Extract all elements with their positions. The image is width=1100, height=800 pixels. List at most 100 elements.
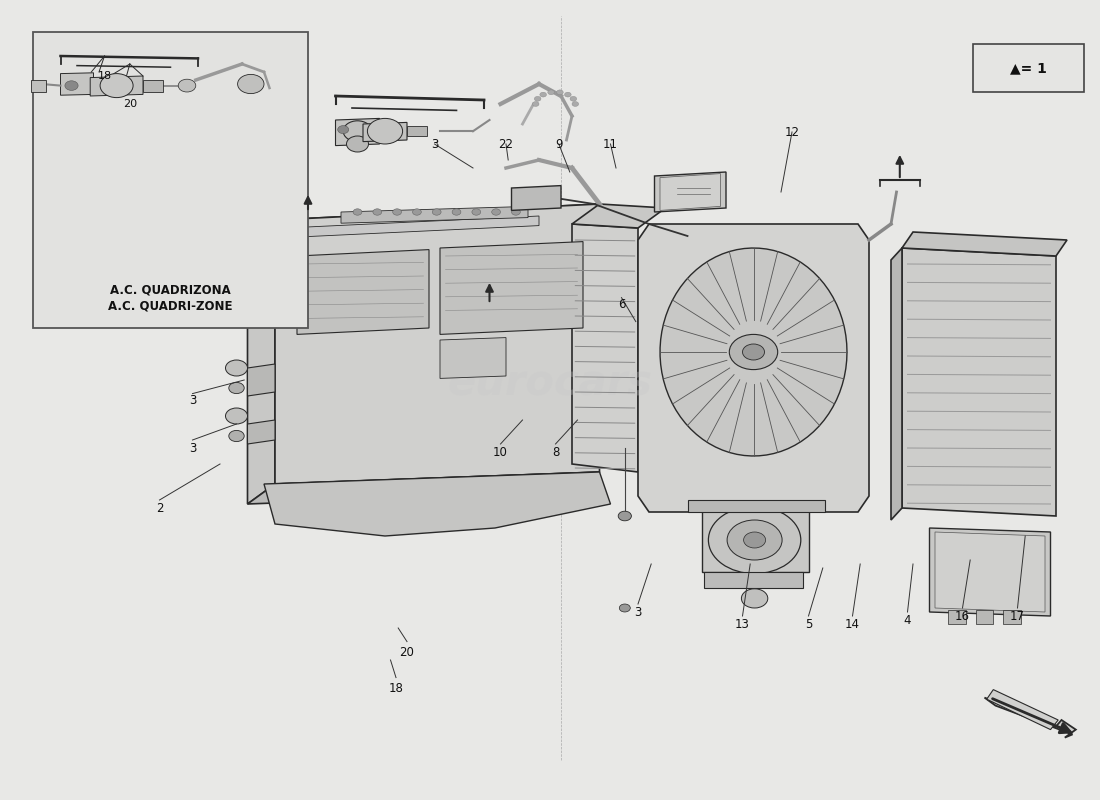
Circle shape	[741, 589, 768, 608]
Circle shape	[229, 430, 244, 442]
Polygon shape	[654, 172, 726, 212]
Text: 6: 6	[618, 298, 625, 310]
Text: 3: 3	[189, 442, 196, 454]
Circle shape	[619, 604, 630, 612]
Polygon shape	[286, 216, 539, 238]
Text: 18: 18	[98, 71, 111, 81]
Circle shape	[338, 126, 349, 134]
Polygon shape	[930, 528, 1050, 616]
Circle shape	[100, 74, 133, 98]
Polygon shape	[638, 224, 869, 512]
Text: 22: 22	[498, 138, 514, 150]
Text: 20: 20	[123, 99, 136, 109]
Text: 3: 3	[189, 394, 196, 406]
Circle shape	[492, 209, 500, 215]
Polygon shape	[572, 204, 666, 228]
Circle shape	[373, 209, 382, 215]
Polygon shape	[704, 572, 803, 588]
Circle shape	[727, 520, 782, 560]
Circle shape	[432, 209, 441, 215]
Polygon shape	[512, 186, 561, 210]
Text: 20: 20	[399, 646, 415, 658]
Polygon shape	[440, 338, 506, 378]
Text: 8: 8	[552, 446, 559, 458]
Polygon shape	[688, 500, 825, 512]
Polygon shape	[660, 174, 720, 210]
Polygon shape	[902, 232, 1067, 256]
Polygon shape	[902, 248, 1056, 516]
Text: 11: 11	[603, 138, 618, 150]
Polygon shape	[341, 206, 528, 223]
Text: 3: 3	[635, 606, 641, 618]
Text: 5: 5	[805, 618, 812, 630]
Text: A.C. QUADRIZONA: A.C. QUADRIZONA	[110, 283, 231, 296]
Circle shape	[346, 136, 368, 152]
Text: 2: 2	[156, 502, 163, 514]
Circle shape	[729, 334, 778, 370]
Circle shape	[226, 408, 248, 424]
Text: 16: 16	[955, 610, 970, 622]
Polygon shape	[948, 610, 966, 624]
Polygon shape	[363, 122, 407, 142]
Polygon shape	[440, 242, 583, 334]
Circle shape	[472, 209, 481, 215]
Polygon shape	[935, 532, 1045, 612]
Text: ▲= 1: ▲= 1	[1010, 61, 1047, 75]
Circle shape	[532, 102, 539, 106]
Circle shape	[412, 209, 421, 215]
Circle shape	[238, 74, 264, 94]
Polygon shape	[90, 76, 143, 96]
Circle shape	[343, 121, 372, 142]
Polygon shape	[275, 204, 600, 484]
Polygon shape	[248, 204, 600, 240]
Polygon shape	[248, 220, 275, 504]
Polygon shape	[572, 224, 638, 472]
Circle shape	[452, 209, 461, 215]
Text: A.C. QUADRI-ZONE: A.C. QUADRI-ZONE	[108, 300, 233, 313]
Circle shape	[744, 532, 766, 548]
Text: 10: 10	[493, 446, 508, 458]
Text: 12: 12	[784, 126, 800, 138]
Polygon shape	[660, 248, 847, 456]
Text: 3: 3	[431, 138, 438, 150]
Circle shape	[572, 102, 579, 106]
Polygon shape	[264, 472, 610, 536]
Polygon shape	[60, 73, 94, 95]
Polygon shape	[976, 610, 993, 624]
Text: 17: 17	[1010, 610, 1025, 622]
Circle shape	[65, 81, 78, 90]
Polygon shape	[248, 364, 275, 396]
Polygon shape	[407, 126, 427, 136]
Circle shape	[226, 360, 248, 376]
Polygon shape	[248, 472, 600, 504]
FancyBboxPatch shape	[33, 32, 308, 328]
Polygon shape	[143, 80, 163, 92]
Circle shape	[564, 92, 571, 97]
Circle shape	[353, 209, 362, 215]
Circle shape	[393, 209, 402, 215]
Polygon shape	[297, 250, 429, 334]
Text: 13: 13	[735, 618, 750, 630]
Circle shape	[742, 344, 764, 360]
FancyBboxPatch shape	[974, 43, 1084, 92]
Polygon shape	[891, 248, 902, 520]
Polygon shape	[248, 420, 275, 444]
Circle shape	[535, 96, 541, 101]
Text: eurocars: eurocars	[448, 363, 652, 405]
Polygon shape	[984, 698, 1076, 738]
Circle shape	[512, 209, 520, 215]
Circle shape	[229, 382, 244, 394]
Text: 14: 14	[845, 618, 860, 630]
Circle shape	[570, 96, 576, 101]
Polygon shape	[987, 690, 1058, 730]
Circle shape	[540, 92, 547, 97]
Polygon shape	[31, 80, 46, 92]
Text: 18: 18	[388, 682, 404, 694]
Circle shape	[557, 90, 563, 94]
Text: 4: 4	[904, 614, 911, 626]
Polygon shape	[1003, 610, 1021, 624]
Circle shape	[618, 511, 631, 521]
Circle shape	[708, 506, 801, 574]
Circle shape	[548, 90, 554, 94]
Text: 9: 9	[556, 138, 562, 150]
